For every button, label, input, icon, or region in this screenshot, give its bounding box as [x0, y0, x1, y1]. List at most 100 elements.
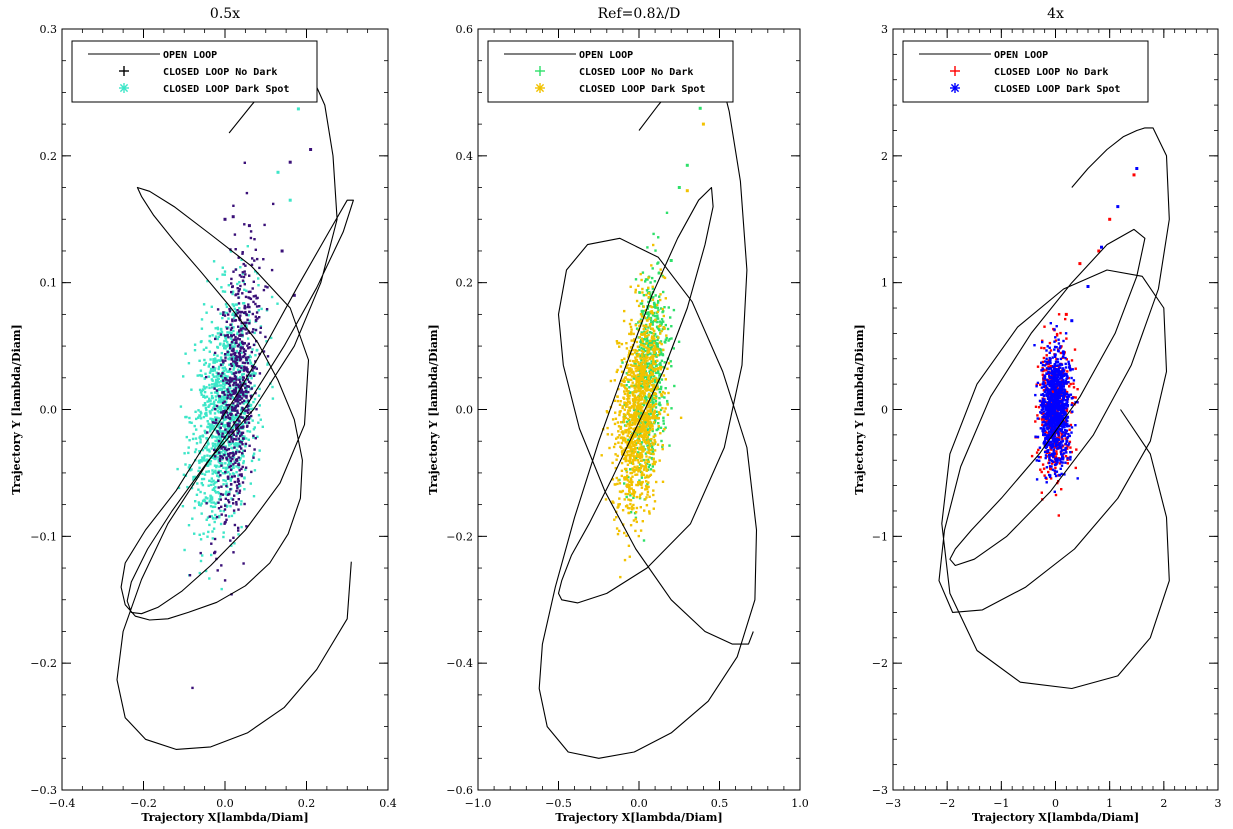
data-point	[208, 386, 211, 390]
data-point	[226, 504, 229, 508]
data-point	[659, 307, 663, 310]
data-point	[644, 349, 647, 353]
data-point	[635, 352, 639, 355]
data-point	[229, 477, 233, 480]
data-point	[637, 437, 640, 440]
data-point	[622, 431, 625, 434]
data-point	[215, 381, 218, 384]
data-point	[654, 376, 657, 380]
data-point	[638, 336, 641, 339]
data-point	[1041, 429, 1044, 433]
data-point	[642, 427, 645, 430]
data-point	[1048, 461, 1051, 465]
data-point	[222, 430, 225, 433]
data-point	[222, 342, 225, 346]
data-point	[641, 406, 644, 409]
data-point	[627, 367, 631, 370]
data-point	[1064, 448, 1067, 452]
data-point	[264, 285, 267, 288]
data-point	[241, 279, 245, 282]
data-point	[211, 383, 214, 386]
data-point	[644, 452, 648, 455]
data-point	[229, 461, 233, 464]
data-point	[645, 346, 648, 349]
data-point	[193, 506, 196, 510]
data-point	[213, 489, 217, 493]
data-point	[207, 399, 211, 403]
data-point	[646, 405, 649, 408]
data-point	[1051, 445, 1054, 448]
data-point	[1070, 359, 1074, 362]
data-point	[222, 361, 225, 364]
data-point	[209, 498, 212, 501]
data-point	[662, 374, 666, 377]
data-point	[238, 458, 242, 461]
data-point	[630, 371, 633, 374]
data-point	[218, 428, 222, 431]
data-point	[221, 290, 225, 293]
data-point	[230, 346, 234, 350]
data-point	[234, 361, 237, 364]
data-point	[1056, 358, 1059, 361]
data-point	[217, 400, 221, 404]
data-point	[1047, 454, 1051, 457]
data-point	[232, 360, 235, 363]
data-point	[240, 366, 243, 370]
data-point	[685, 189, 689, 193]
data-point	[219, 331, 222, 335]
data-point	[240, 467, 243, 471]
data-point	[244, 264, 247, 267]
data-point	[644, 484, 648, 488]
data-point	[657, 377, 661, 380]
data-point	[225, 436, 229, 439]
data-point	[615, 340, 619, 343]
data-point	[235, 443, 238, 446]
data-point	[652, 375, 656, 378]
data-point	[1062, 383, 1066, 386]
data-point	[628, 486, 631, 490]
data-point	[242, 348, 246, 351]
data-point	[226, 341, 229, 344]
data-point	[229, 411, 232, 414]
data-point	[210, 408, 214, 412]
data-point	[214, 327, 217, 330]
data-point	[1052, 393, 1055, 397]
data-point	[211, 417, 214, 421]
data-point	[216, 337, 219, 341]
data-point	[649, 412, 653, 415]
data-point	[1050, 408, 1053, 411]
data-point	[243, 416, 246, 420]
data-point	[237, 498, 240, 501]
data-point	[241, 361, 245, 364]
data-point	[241, 381, 244, 385]
data-point	[614, 453, 617, 456]
data-point	[216, 416, 219, 419]
data-point	[633, 377, 636, 380]
data-point	[214, 439, 217, 443]
data-point	[633, 416, 636, 419]
data-point	[230, 412, 233, 416]
data-point	[224, 325, 228, 329]
data-point	[635, 340, 639, 344]
data-point	[1039, 383, 1042, 386]
data-point	[239, 349, 242, 353]
data-point	[644, 334, 647, 337]
data-point	[645, 319, 649, 322]
data-point	[633, 394, 636, 397]
data-point	[204, 406, 208, 410]
data-point	[640, 402, 643, 405]
data-point	[230, 405, 234, 409]
data-point	[238, 370, 242, 373]
data-point	[225, 490, 228, 493]
data-point	[193, 424, 196, 428]
data-point	[1063, 373, 1066, 376]
data-point	[1069, 455, 1072, 459]
data-point	[631, 437, 634, 440]
data-point	[232, 355, 236, 358]
data-point	[637, 451, 640, 454]
data-point	[218, 461, 221, 465]
data-point	[1040, 386, 1044, 389]
data-point	[243, 449, 246, 452]
data-point	[245, 409, 249, 412]
data-point	[653, 337, 656, 341]
